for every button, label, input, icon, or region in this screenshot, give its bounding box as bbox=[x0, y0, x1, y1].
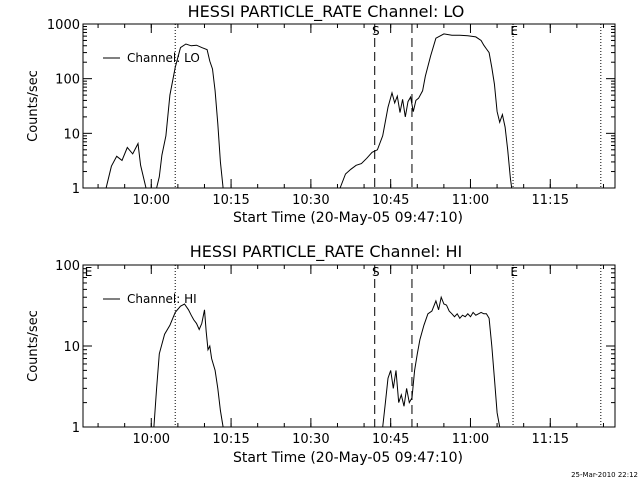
x-tick-label: 10:15 bbox=[212, 193, 249, 208]
series-line-segment bbox=[105, 141, 147, 189]
x-tick-label: 11:15 bbox=[532, 432, 569, 447]
y-tick-label: 100 bbox=[55, 259, 80, 274]
series-line-segment bbox=[339, 33, 513, 189]
chart-title: HESSI PARTICLE_RATE Channel: LO bbox=[188, 2, 465, 22]
marker-label: S bbox=[372, 265, 380, 279]
x-tick-label: 11:00 bbox=[452, 432, 489, 447]
x-tick-label: 10:00 bbox=[133, 432, 170, 447]
plot-frame bbox=[82, 23, 616, 189]
x-tick-label: 10:45 bbox=[372, 193, 409, 208]
marker-label: E bbox=[510, 265, 518, 279]
y-tick-label: 10 bbox=[63, 127, 80, 142]
y-axis-label: Counts/sec bbox=[26, 70, 41, 142]
y-tick-label: 100 bbox=[55, 73, 80, 88]
footer-timestamp: 25-Mar-2010 22:12 bbox=[571, 471, 638, 479]
x-tick-label: 10:00 bbox=[133, 193, 170, 208]
x-tick-label: 11:00 bbox=[452, 193, 489, 208]
y-tick-label: 1 bbox=[72, 421, 80, 436]
legend-label: Channel: LO bbox=[127, 51, 200, 65]
x-tick-label: 11:15 bbox=[532, 193, 569, 208]
x-axis-label: Start Time (20-May-05 09:47:10) bbox=[233, 450, 463, 466]
x-axis-label: Start Time (20-May-05 09:47:10) bbox=[233, 210, 463, 226]
y-axis-label: Counts/sec bbox=[26, 310, 41, 382]
marker-label: S bbox=[372, 24, 380, 38]
marker-label: E bbox=[510, 24, 518, 38]
panel-lo: HESSI PARTICLE_RATE Channel: LO Counts/se… bbox=[26, 2, 616, 226]
y-tick-label: 1000 bbox=[47, 18, 80, 33]
series-line-segment bbox=[156, 43, 224, 189]
panel-hi: HESSI PARTICLE_RATE Channel: HI Counts/se… bbox=[26, 242, 616, 466]
chart-title: HESSI PARTICLE_RATE Channel: HI bbox=[190, 242, 463, 262]
legend-label: Channel: HI bbox=[127, 292, 197, 306]
y-tick-label: 1 bbox=[72, 182, 80, 197]
y-tick-label: 10 bbox=[63, 340, 80, 355]
x-tick-label: 10:45 bbox=[372, 432, 409, 447]
series-line-segment bbox=[382, 295, 501, 428]
x-tick-label: 10:15 bbox=[212, 432, 249, 447]
x-tick-label: 10:30 bbox=[292, 193, 329, 208]
marker-label: E bbox=[85, 265, 93, 279]
x-tick-label: 10:30 bbox=[292, 432, 329, 447]
series-line-segment bbox=[153, 303, 224, 428]
plot-frame bbox=[82, 264, 616, 428]
